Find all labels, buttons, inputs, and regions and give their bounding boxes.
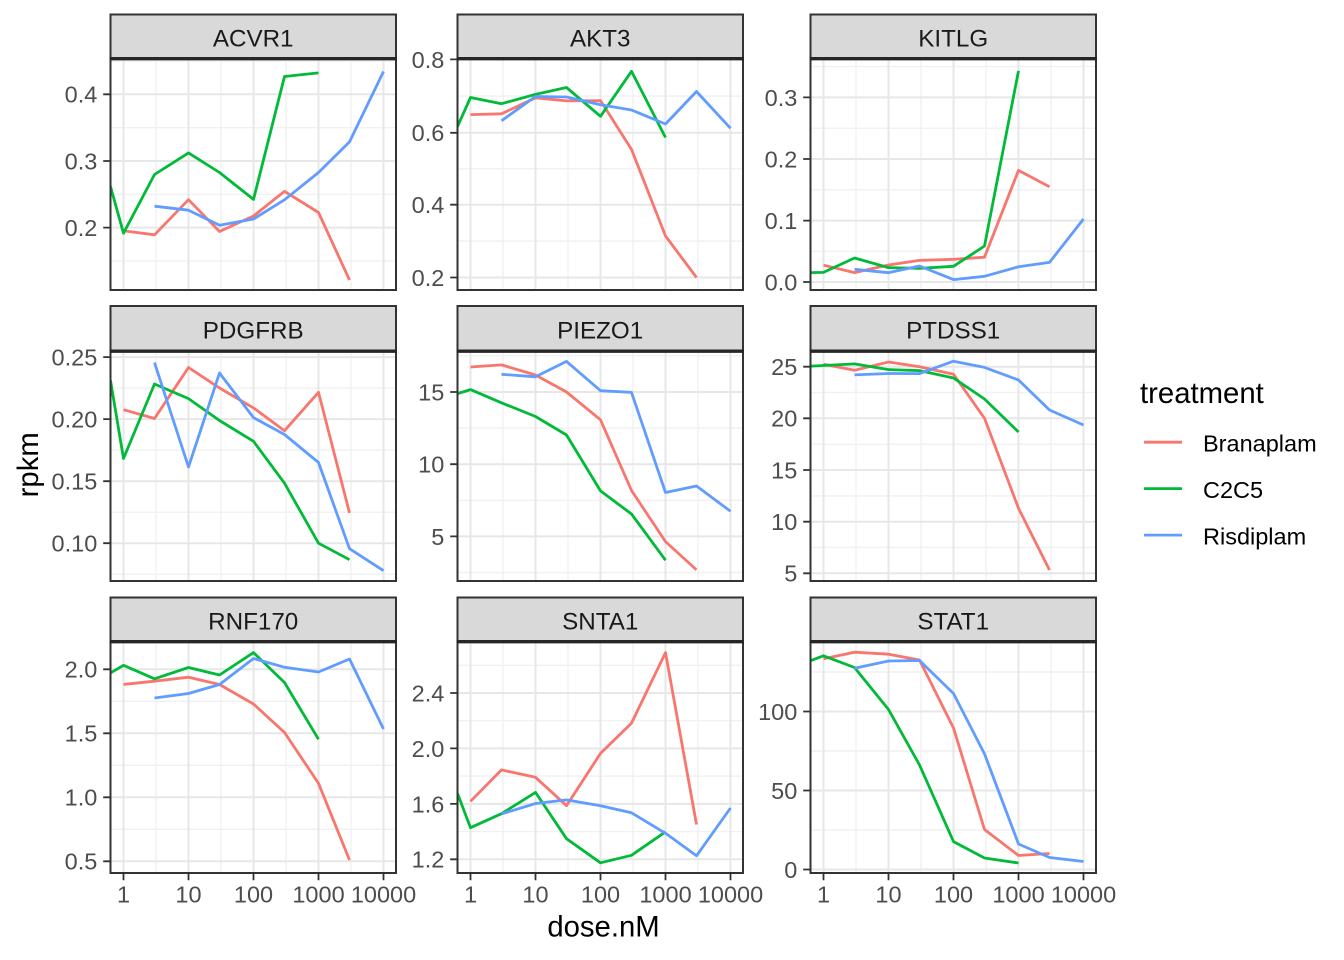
svg-text:10: 10	[418, 452, 444, 478]
svg-text:0.2: 0.2	[765, 146, 798, 172]
svg-text:1.0: 1.0	[65, 785, 98, 811]
svg-text:1.6: 1.6	[412, 791, 445, 817]
svg-text:PDGFRB: PDGFRB	[203, 318, 304, 345]
svg-text:rpkm: rpkm	[12, 432, 45, 497]
svg-text:STAT1: STAT1	[917, 609, 989, 636]
svg-text:1: 1	[817, 882, 830, 908]
svg-text:15: 15	[771, 457, 797, 483]
svg-text:1: 1	[464, 882, 477, 908]
svg-text:20: 20	[771, 406, 797, 432]
svg-text:RNF170: RNF170	[208, 609, 298, 636]
svg-text:100: 100	[934, 882, 973, 908]
svg-text:PTDSS1: PTDSS1	[906, 318, 1000, 345]
svg-text:0.20: 0.20	[52, 407, 98, 433]
svg-text:1000: 1000	[292, 882, 344, 908]
svg-text:0.5: 0.5	[65, 849, 98, 875]
svg-text:Risdiplam: Risdiplam	[1203, 523, 1306, 549]
svg-text:0.4: 0.4	[412, 192, 445, 218]
svg-text:0.3: 0.3	[765, 85, 798, 111]
svg-text:25: 25	[771, 354, 797, 380]
svg-text:10000: 10000	[698, 882, 763, 908]
svg-text:0.25: 0.25	[52, 345, 98, 371]
svg-text:2.0: 2.0	[412, 736, 445, 762]
svg-text:100: 100	[758, 699, 797, 725]
svg-text:0.3: 0.3	[65, 148, 98, 174]
svg-text:10: 10	[771, 509, 797, 535]
svg-text:0.2: 0.2	[412, 265, 445, 291]
svg-text:10: 10	[175, 882, 201, 908]
svg-text:1.2: 1.2	[412, 847, 445, 873]
svg-text:10: 10	[875, 882, 901, 908]
svg-text:0.1: 0.1	[765, 208, 798, 234]
svg-text:1000: 1000	[639, 882, 691, 908]
svg-text:0.10: 0.10	[52, 531, 98, 557]
svg-text:0.8: 0.8	[412, 47, 445, 73]
svg-text:2.4: 2.4	[412, 680, 445, 706]
svg-text:1: 1	[117, 882, 130, 908]
svg-text:treatment: treatment	[1140, 377, 1264, 410]
svg-text:1000: 1000	[992, 882, 1044, 908]
svg-text:10000: 10000	[1051, 882, 1116, 908]
svg-text:5: 5	[431, 524, 444, 550]
svg-text:15: 15	[418, 379, 444, 405]
svg-text:0.2: 0.2	[65, 215, 98, 241]
svg-text:2.0: 2.0	[65, 657, 98, 683]
svg-text:SNTA1: SNTA1	[562, 609, 638, 636]
svg-text:Branaplam: Branaplam	[1203, 430, 1317, 456]
svg-text:5: 5	[784, 561, 797, 587]
svg-text:100: 100	[581, 882, 620, 908]
svg-text:0.15: 0.15	[52, 469, 98, 495]
svg-text:1.5: 1.5	[65, 721, 98, 747]
svg-text:KITLG: KITLG	[918, 26, 988, 53]
svg-text:10: 10	[522, 882, 548, 908]
svg-text:10000: 10000	[351, 882, 416, 908]
svg-text:C2C5: C2C5	[1203, 477, 1263, 503]
svg-text:0.6: 0.6	[412, 120, 445, 146]
svg-text:0: 0	[784, 857, 797, 883]
svg-text:50: 50	[771, 778, 797, 804]
svg-text:dose.nM: dose.nM	[547, 911, 659, 944]
svg-text:0.4: 0.4	[65, 82, 98, 108]
svg-text:100: 100	[234, 882, 273, 908]
svg-text:ACVR1: ACVR1	[213, 26, 294, 53]
svg-text:AKT3: AKT3	[570, 26, 631, 53]
svg-text:0.0: 0.0	[765, 269, 798, 295]
svg-text:PIEZO1: PIEZO1	[557, 318, 643, 345]
